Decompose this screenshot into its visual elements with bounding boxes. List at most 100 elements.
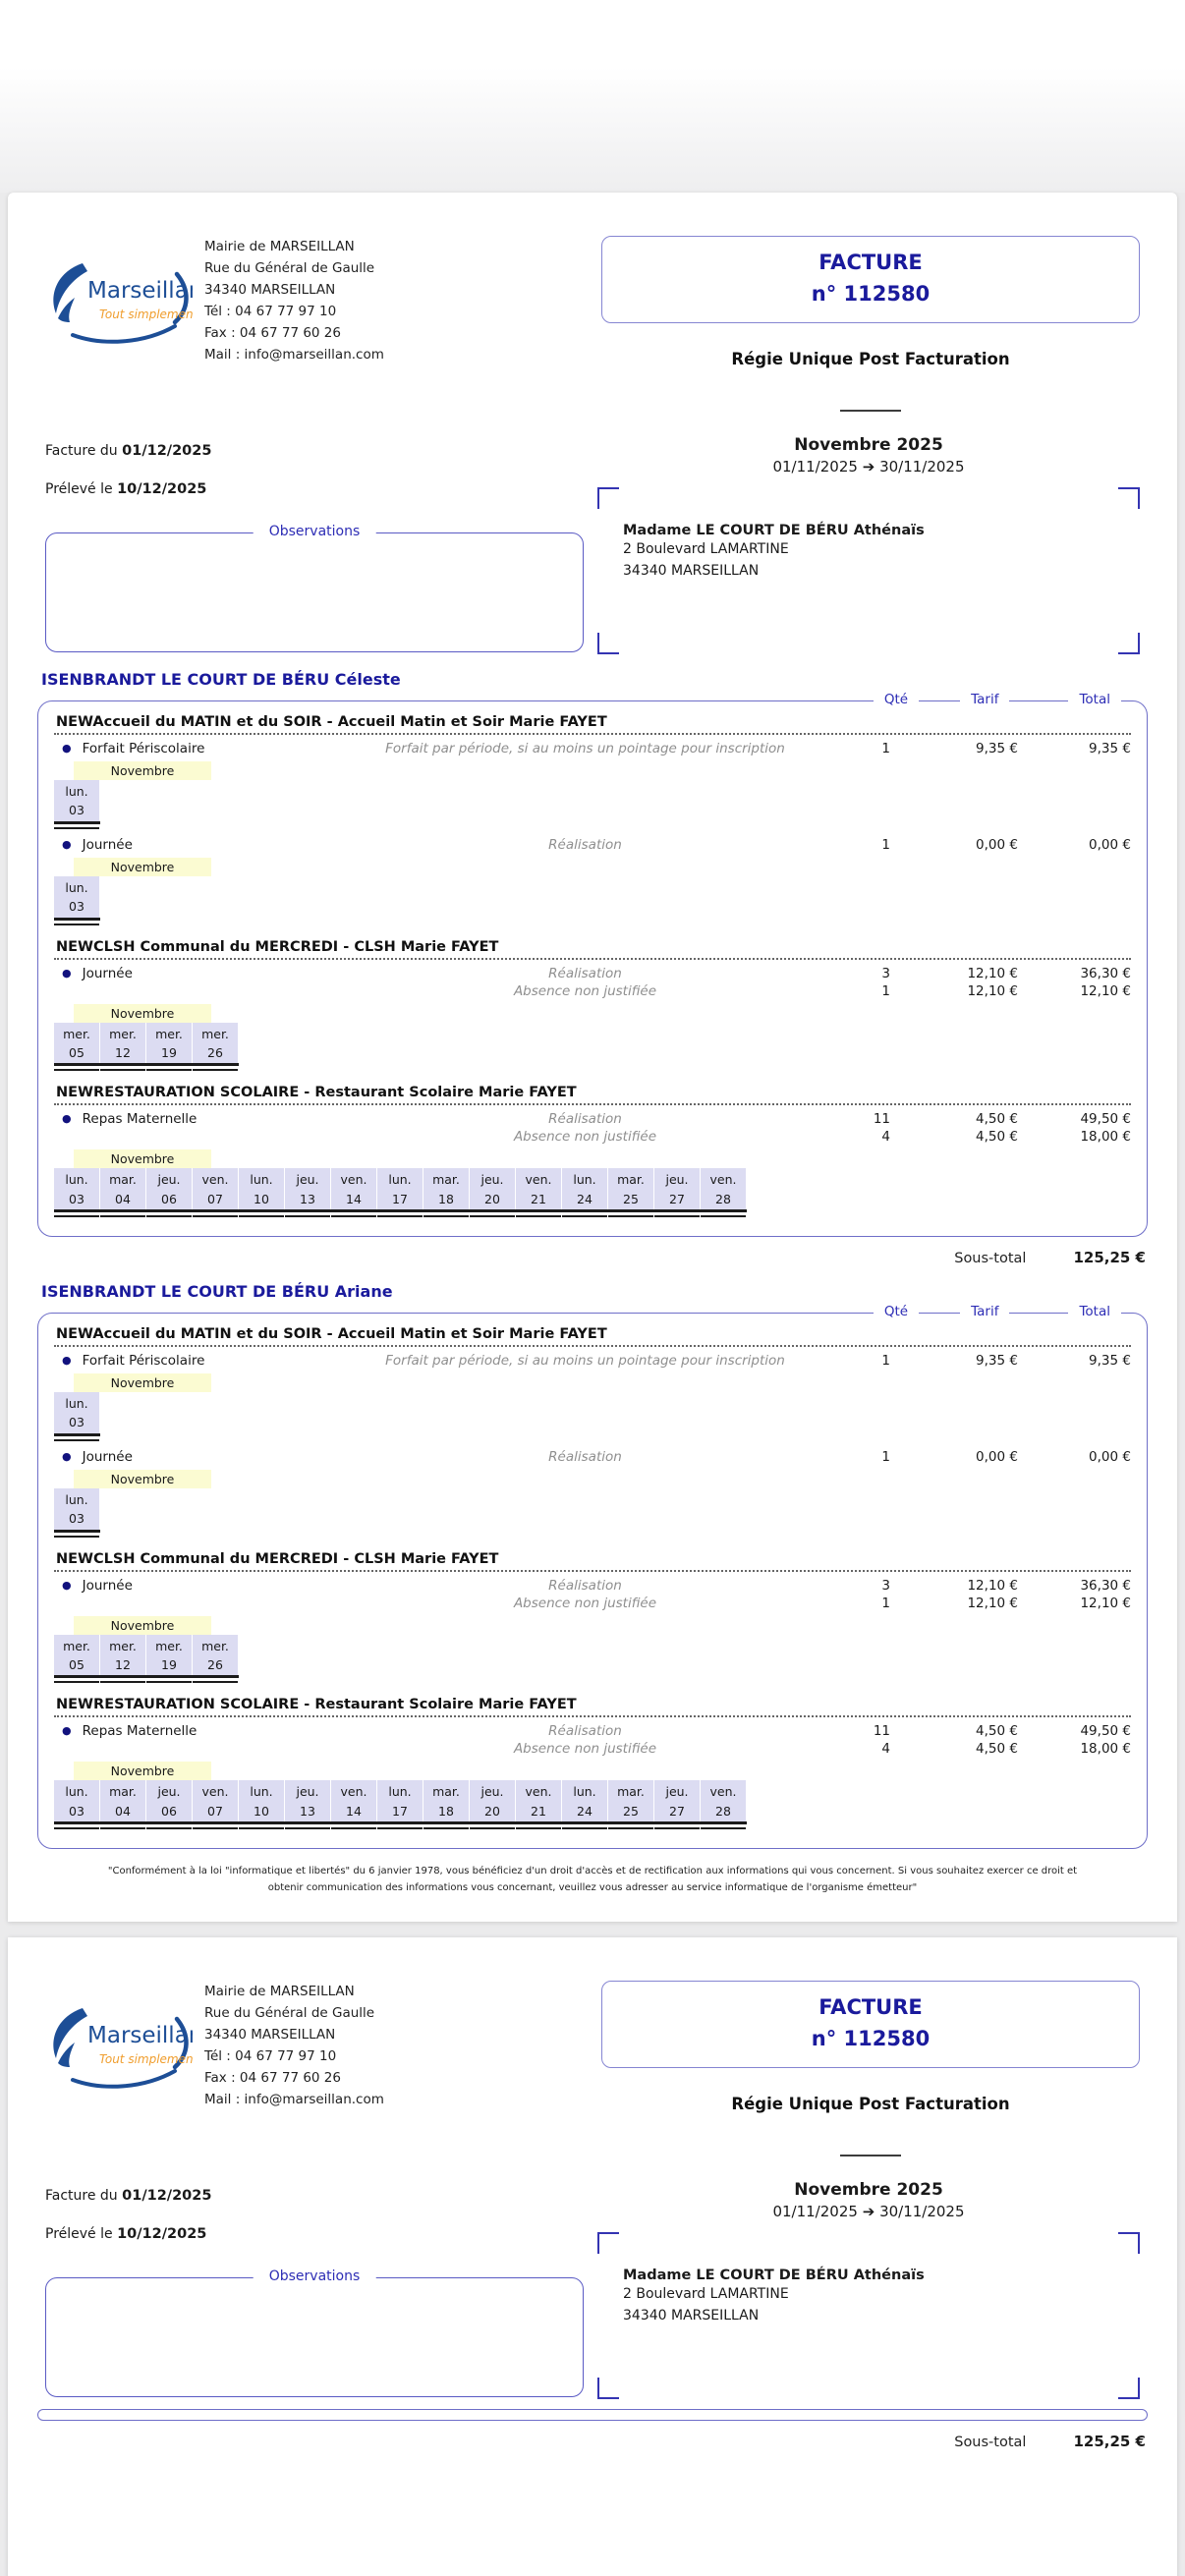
calendar-day-num: 07: [207, 1191, 223, 1206]
invoice-page-2: Marseillan Tout simplement Mairie de MAR…: [8, 1937, 1177, 2576]
calendar-day-value: [239, 1214, 284, 1217]
billing-item: ● Repas Maternelle Réalisation 11 4,50 € …: [54, 1110, 1131, 1217]
sender-line: Fax : 04 67 77 60 26: [204, 325, 341, 341]
billing-line: ● Journée Réalisation 1 0,00 € 0,00 €: [54, 1448, 1131, 1466]
invoice-number-box: FACTURE n° 112580: [601, 236, 1140, 323]
calendar-day-num: 03: [69, 1511, 85, 1527]
pages-area: Marseillan Tout simplement Mairie de MAR…: [0, 193, 1185, 2576]
calendar-day-value: [146, 1214, 192, 1217]
calendar-day-dow: mer.: [63, 1638, 90, 1653]
arrow-right-icon: ➔: [862, 2203, 875, 2220]
sender-line: 34340 MARSEILLAN: [204, 2027, 336, 2043]
calendar-day-dow: lun.: [388, 1784, 412, 1800]
calendar-day-dow: mar.: [109, 1172, 137, 1188]
invoice-date-label: Facture du: [45, 443, 118, 459]
calendar-day-dow: lun.: [65, 784, 88, 799]
calendar-day-value: [193, 1826, 238, 1829]
calendar-day-dow: lun.: [250, 1784, 273, 1800]
frame-corner-icon: [1118, 487, 1140, 509]
cal-values: [54, 1535, 100, 1538]
attendance-calendar: Novembre mer. 05 mer. 12 mer. 19 mer. 26: [54, 1003, 1131, 1072]
calendar-day-value: [608, 1214, 653, 1217]
lines: ● Repas Maternelle Réalisation 11 4,50 € …: [54, 1722, 1131, 1758]
calendar-day-dow: mar.: [109, 1784, 137, 1800]
cal-days: mer. 05 mer. 12 mer. 19 mer. 26: [54, 1634, 239, 1679]
calendar-day-value: [377, 1214, 423, 1217]
meta-right: Novembre 2025 01/11/2025 ➔ 30/11/2025 Ma…: [597, 2156, 1140, 2399]
invoice-date-value: 01/12/2025: [122, 443, 212, 459]
calendar-day-cell: mar. 18: [423, 1168, 469, 1209]
recipient-address2: 34340 MARSEILLAN: [623, 2308, 760, 2324]
calendar-day-value: [470, 1214, 515, 1217]
calendar-day-num: 25: [623, 1191, 639, 1206]
calendar-day-num: 17: [392, 1191, 408, 1206]
billing-line: ● Forfait Périscolaire Forfait par périod…: [54, 740, 1131, 757]
calendar-day-dow: lun.: [388, 1172, 412, 1188]
calendar-day-value: [100, 1826, 145, 1829]
period-from: 01/11/2025: [772, 458, 858, 476]
calendar-day-dow: jeu.: [480, 1784, 504, 1800]
calendar-day-num: 27: [669, 1191, 685, 1206]
calendar-day-value: [331, 1214, 376, 1217]
debit-date-value: 10/12/2025: [117, 481, 207, 497]
frame-corner-icon: [597, 2378, 619, 2399]
lines: ● Forfait Périscolaire Forfait par périod…: [54, 740, 1131, 757]
calendar-day-cell: ven. 07: [193, 1780, 238, 1821]
calendar-day-cell: jeu. 13: [285, 1168, 330, 1209]
activity-group: NEWAccueil du MATIN et du SOIR - Accueil…: [54, 1319, 1131, 1538]
line-total: 9,35 €: [1089, 741, 1131, 756]
line-tarif: 9,35 €: [976, 741, 1018, 756]
line-qty: 1: [881, 982, 890, 999]
frame-corner-icon: [597, 633, 619, 654]
calendar-day-num: 05: [69, 1656, 85, 1672]
calendar-day-dow: jeu.: [296, 1172, 319, 1188]
invoice-meta: Facture du 01/12/2025 Prélevé le 10/12/2…: [37, 2156, 1148, 2399]
line-description: Absence non justifiée: [513, 1741, 657, 1758]
calendar-day-num: 18: [438, 1803, 454, 1819]
item-label: Forfait Périscolaire: [82, 1353, 205, 1369]
calendar-day-num: 25: [623, 1803, 639, 1819]
item-bullet-label: ● Journée: [54, 837, 349, 853]
marseillan-logo: Marseillan Tout simplement: [45, 2002, 202, 2156]
calendar-day-dow: ven.: [201, 1784, 229, 1800]
calendar-day-cell: mer. 19: [146, 1022, 192, 1064]
calendar-day-num: 28: [715, 1191, 731, 1206]
activity-group-title: NEWRESTAURATION SCOLAIRE - Restaurant Sc…: [56, 1085, 577, 1101]
person-title: ISENBRANDT LE COURT DE BÉRU Céleste: [41, 670, 401, 689]
items: ● Repas Maternelle Réalisation 11 4,50 € …: [54, 1110, 1131, 1217]
calendar-day-value: [100, 1680, 145, 1684]
item-bullet-label: ● Repas Maternelle: [54, 1723, 349, 1739]
calendar-day-cell: jeu. 27: [654, 1168, 700, 1209]
column-tarif-label: Tarif: [960, 1304, 1010, 1319]
calendar-day-cell: lun. 03: [54, 1392, 99, 1433]
calendar-day-num: 21: [531, 1191, 546, 1206]
calendar-day-cell: lun. 03: [54, 780, 99, 821]
calendar-day-cell: ven. 14: [331, 1780, 376, 1821]
item-label: Journée: [82, 1448, 133, 1465]
line-total: 36,30 €: [1080, 965, 1131, 981]
sender-line: Rue du Général de Gaulle: [204, 260, 375, 276]
calendar-day-cell: mar. 25: [608, 1780, 653, 1821]
billing-item: ● Journée Réalisation 3 12,10 € 36,30 € A…: [54, 965, 1131, 1072]
invoice-title: FACTURE: [818, 251, 923, 274]
bullet-icon: ●: [62, 1354, 72, 1367]
calendar-day-value: [193, 1214, 238, 1217]
line-tarif: 4,50 €: [976, 1723, 1018, 1740]
item-bullet-label: ● Journée: [54, 1449, 349, 1465]
observations-box: Observations: [45, 2268, 584, 2397]
line-tarif: 0,00 €: [976, 1448, 1018, 1465]
line-total: 18,00 €: [1080, 1741, 1131, 1758]
cal-days: lun. 03: [54, 780, 100, 824]
calendar-day-value: [193, 1680, 238, 1684]
calendar-day-value: [377, 1826, 423, 1829]
calendar-day-cell: mer. 05: [54, 1022, 99, 1064]
person-invoice-box: Qté Tarif Total NEWAccueil du MATIN et d…: [37, 692, 1148, 1237]
period-range: 01/11/2025 ➔ 30/11/2025: [597, 458, 1140, 476]
page2-header-slot: Marseillan Tout simplement Mairie de MAR…: [37, 1971, 1148, 2156]
bullet-icon: ●: [62, 742, 72, 755]
observations-label: Observations: [253, 2268, 376, 2284]
calendar-day-dow: ven.: [525, 1172, 552, 1188]
line-tarif: 9,35 €: [976, 1353, 1018, 1369]
activity-group-title: NEWRESTAURATION SCOLAIRE - Restaurant Sc…: [56, 1697, 577, 1713]
calendar-day-num: 06: [161, 1803, 177, 1819]
